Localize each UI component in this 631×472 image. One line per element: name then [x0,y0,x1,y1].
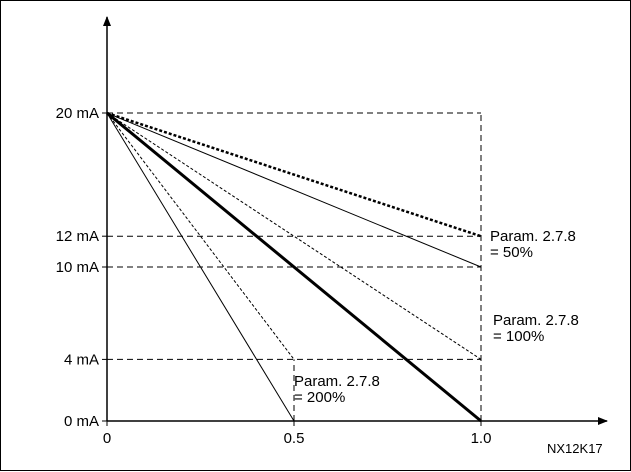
annotation-100-line1: Param. 2.7.8 [493,312,579,329]
annotation-200-line2: = 200% [294,389,345,406]
y-tick-label-1: 4 mA [64,351,99,368]
annotation-100-line2: = 100% [493,328,544,345]
axes [103,16,608,425]
series-line-0 [106,112,295,422]
annotation-50-line2: = 50% [490,244,533,261]
annotation-50-line1: Param. 2.7.8 [490,228,576,245]
series-group [106,111,482,423]
series-line-4 [106,112,482,268]
ticks: 0 mA 4 mA 10 mA 12 mA 20 mA 0 0.5 1.0 [56,105,492,447]
x-tick-label-2: 1.0 [471,430,492,447]
figure-id: NX12K17 [547,441,603,456]
series-line-2 [106,112,482,360]
series-line-1 [106,112,295,360]
annotation-200-line1: Param. 2.7.8 [294,373,380,390]
y-tick-label-2: 10 mA [56,259,99,276]
series-line-3 [106,111,482,423]
x-tick-label-1: 0.5 [284,430,305,447]
y-tick-label-0: 0 mA [64,413,99,430]
x-tick-label-0: 0 [103,430,111,447]
series-line-5 [106,111,482,238]
y-tick-label-3: 12 mA [56,228,99,245]
y-tick-label-4: 20 mA [56,105,99,122]
